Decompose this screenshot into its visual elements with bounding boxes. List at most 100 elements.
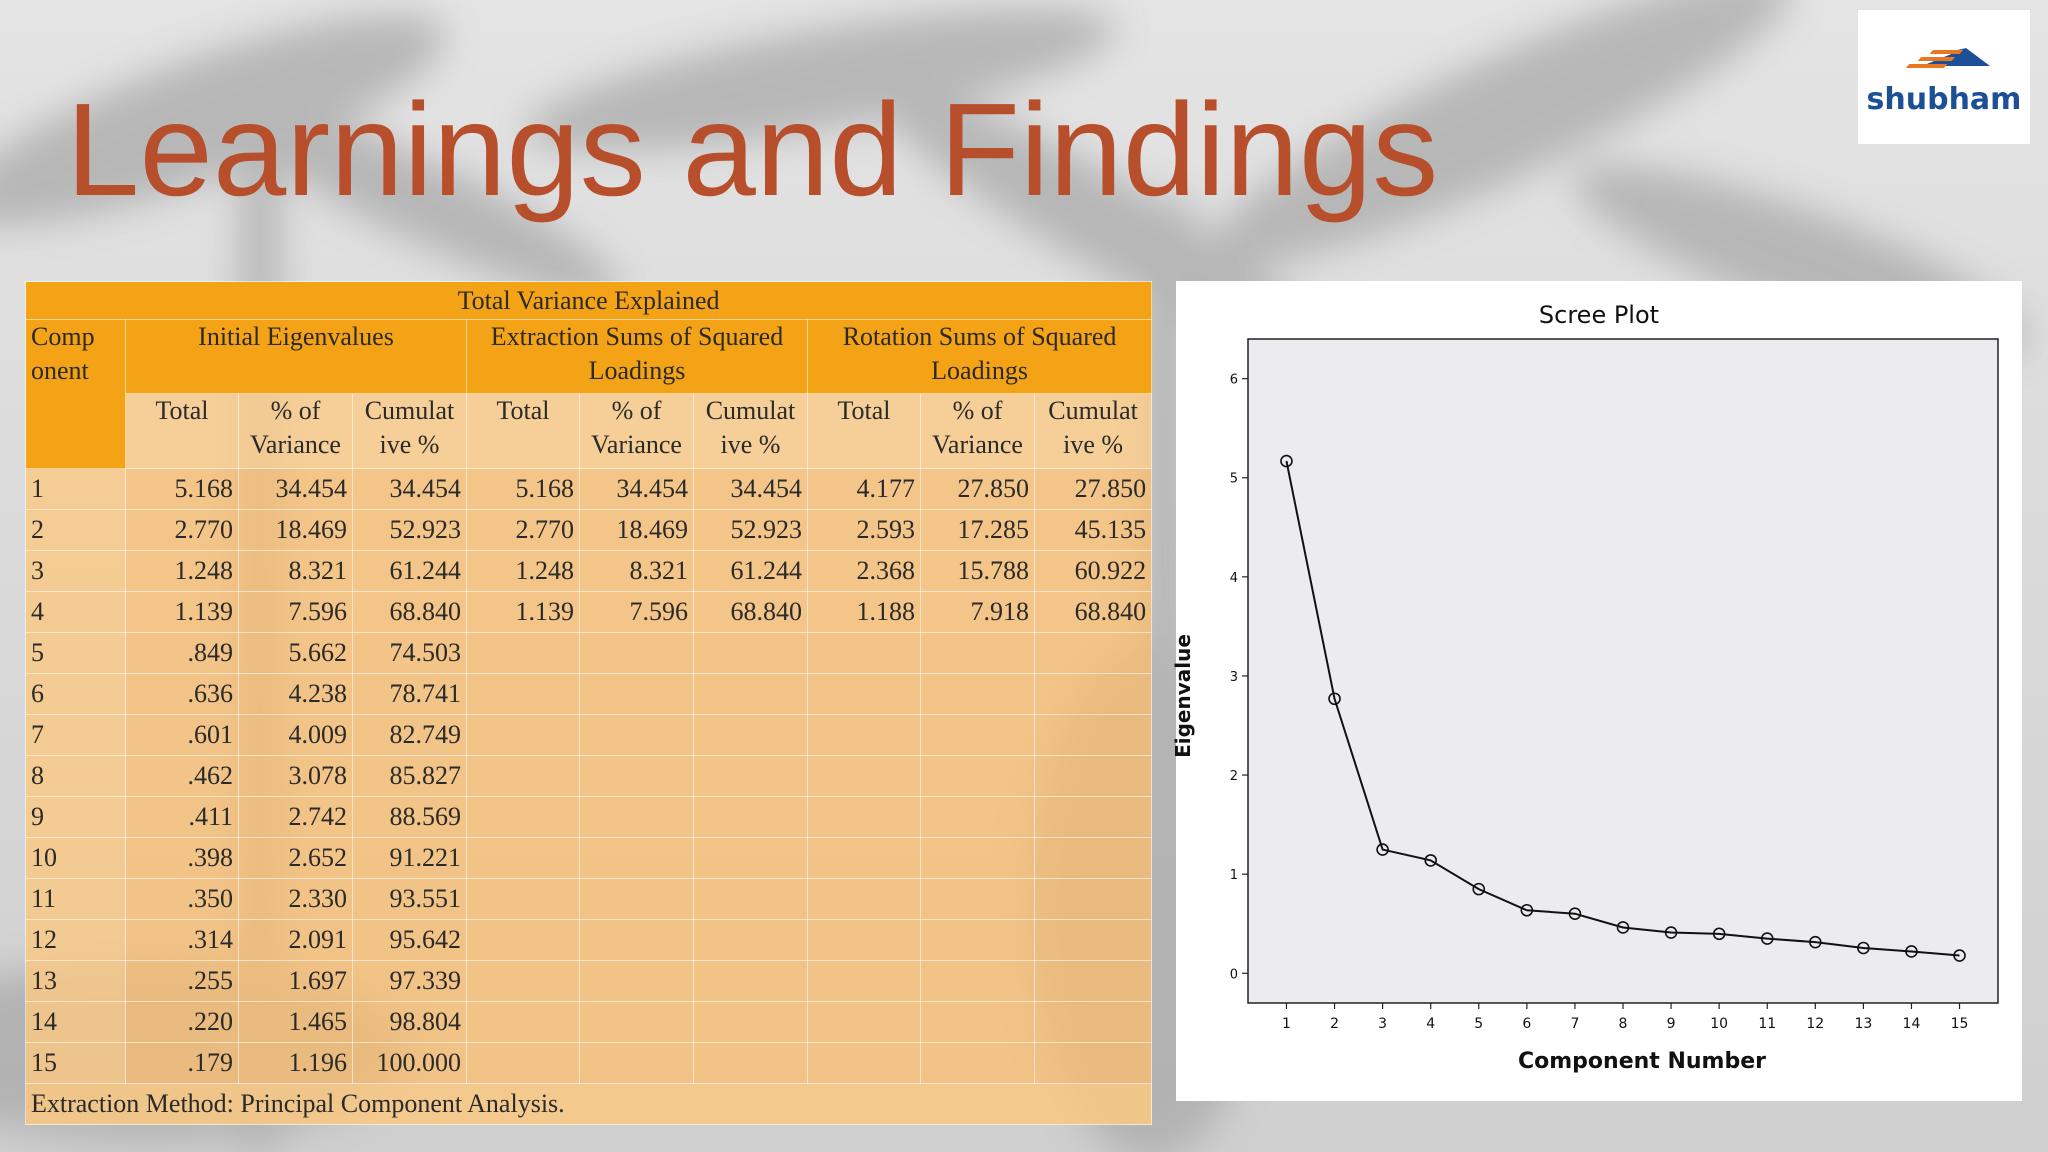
- value-cell: 60.922: [1033, 550, 1153, 592]
- table-row: 6.636 4.238 78.741: [25, 673, 1153, 715]
- component-cell: 15: [25, 1042, 126, 1084]
- value-cell: [579, 796, 694, 838]
- value-cell: 1.248: [466, 550, 580, 592]
- value-cell: 68.840: [1033, 591, 1153, 633]
- value-cell: [807, 796, 921, 838]
- value-cell: [466, 673, 580, 715]
- table-row: 7.601 4.009 82.749: [25, 714, 1153, 756]
- data-point: [1376, 843, 1389, 856]
- x-tick-label: 4: [1426, 1016, 1435, 1032]
- value-cell: [466, 837, 580, 879]
- value-cell: 17.285: [920, 509, 1035, 551]
- house-roof-icon: [1905, 48, 1990, 68]
- value-cell: [920, 919, 1035, 961]
- y-tick-label: 2: [1230, 769, 1238, 784]
- value-cell: [693, 632, 808, 674]
- value-cell: [693, 960, 808, 1002]
- series-line: [1285, 460, 1960, 957]
- data-point: [1280, 454, 1293, 468]
- data-point: [1664, 926, 1678, 939]
- value-cell: [807, 960, 921, 1002]
- value-cell: [579, 837, 694, 879]
- value-cell: 7.596: [238, 591, 353, 633]
- value-cell: .636: [125, 673, 239, 715]
- component-cell: 13: [25, 960, 126, 1002]
- value-cell: 61.244: [352, 550, 467, 592]
- value-cell: [1033, 673, 1153, 715]
- value-cell: [466, 632, 580, 674]
- value-cell: 15.788: [920, 550, 1035, 592]
- chart-title: Scree Plot: [1538, 301, 1660, 329]
- x-tick-label: 15: [1951, 1016, 1969, 1032]
- value-cell: [807, 632, 921, 674]
- value-cell: [693, 755, 808, 797]
- component-cell: 14: [25, 1001, 126, 1043]
- x-tick-label: 14: [1903, 1016, 1921, 1032]
- table-row: 4 1.139 7.596 68.840 1.139 7.596 68.840 1.188 7.…: [25, 591, 1153, 633]
- value-cell: .255: [125, 960, 239, 1002]
- value-cell: 2.368: [807, 550, 921, 592]
- value-cell: [693, 837, 808, 879]
- sub-header: Cumulat ive %: [693, 393, 808, 469]
- table-caption: Total Variance Explained: [24, 281, 1153, 320]
- x-tick-label: 6: [1522, 1016, 1531, 1032]
- component-header: Comp onent: [25, 319, 126, 469]
- value-cell: 5.662: [238, 632, 353, 674]
- value-cell: .179: [125, 1042, 239, 1084]
- value-cell: 4.238: [238, 673, 353, 715]
- x-axis-label: Component Number: [1518, 1049, 1766, 1074]
- value-cell: 27.850: [920, 468, 1035, 510]
- value-cell: 34.454: [579, 468, 694, 510]
- table-row: 9.411 2.742 88.569: [25, 796, 1153, 838]
- y-tick-label: 0: [1230, 967, 1238, 982]
- value-cell: [920, 796, 1035, 838]
- value-cell: [920, 960, 1035, 1002]
- value-cell: [693, 714, 808, 756]
- value-cell: [1033, 1001, 1153, 1043]
- value-cell: 85.827: [352, 755, 467, 797]
- value-cell: [807, 755, 921, 797]
- value-cell: 45.135: [1033, 509, 1153, 551]
- component-cell: 11: [25, 878, 126, 920]
- x-tick-label: 11: [1758, 1016, 1776, 1032]
- value-cell: [1033, 960, 1153, 1002]
- component-cell: 8: [25, 755, 126, 797]
- value-cell: 8.321: [238, 550, 353, 592]
- data-point: [1760, 932, 1774, 945]
- value-cell: 2.652: [238, 837, 353, 879]
- value-cell: 7.596: [579, 591, 694, 633]
- value-cell: [693, 919, 808, 961]
- value-cell: [693, 1042, 808, 1084]
- value-cell: 8.321: [579, 550, 694, 592]
- scree-plot-panel: Scree Plot 0 1 2 3 4 5 6 1 2 3 4 5 6 7 8 9 10 11 12 13 14 15 …: [1171, 281, 2022, 1101]
- data-point: [1520, 903, 1534, 917]
- value-cell: [920, 632, 1035, 674]
- value-cell: 93.551: [352, 878, 467, 920]
- value-cell: 3.078: [238, 755, 353, 797]
- sub-header: % of Variance: [920, 393, 1035, 469]
- table-footer: Extraction Method: Principal Component A…: [24, 1083, 1153, 1125]
- value-cell: .314: [125, 919, 239, 961]
- value-cell: .462: [125, 755, 239, 797]
- value-cell: [807, 714, 921, 756]
- value-cell: [579, 755, 694, 797]
- value-cell: [920, 1042, 1035, 1084]
- value-cell: 2.770: [466, 509, 580, 551]
- data-point: [1568, 907, 1582, 921]
- x-tick-label: 2: [1330, 1016, 1339, 1032]
- value-cell: .849: [125, 632, 239, 674]
- sub-header: Total: [125, 393, 239, 469]
- group-header-initial: Initial Eigenvalues: [125, 319, 467, 394]
- value-cell: 1.248: [125, 550, 239, 592]
- value-cell: 52.923: [352, 509, 467, 551]
- value-cell: [579, 960, 694, 1002]
- sub-header: Total: [807, 393, 921, 469]
- value-cell: [1033, 755, 1153, 797]
- value-cell: 68.840: [352, 591, 467, 633]
- logo: shubham: [1858, 10, 2030, 144]
- y-tick-label: 3: [1230, 670, 1238, 685]
- value-cell: 34.454: [693, 468, 808, 510]
- value-cell: 82.749: [352, 714, 467, 756]
- table-row: 13.255 1.697 97.339: [25, 960, 1153, 1002]
